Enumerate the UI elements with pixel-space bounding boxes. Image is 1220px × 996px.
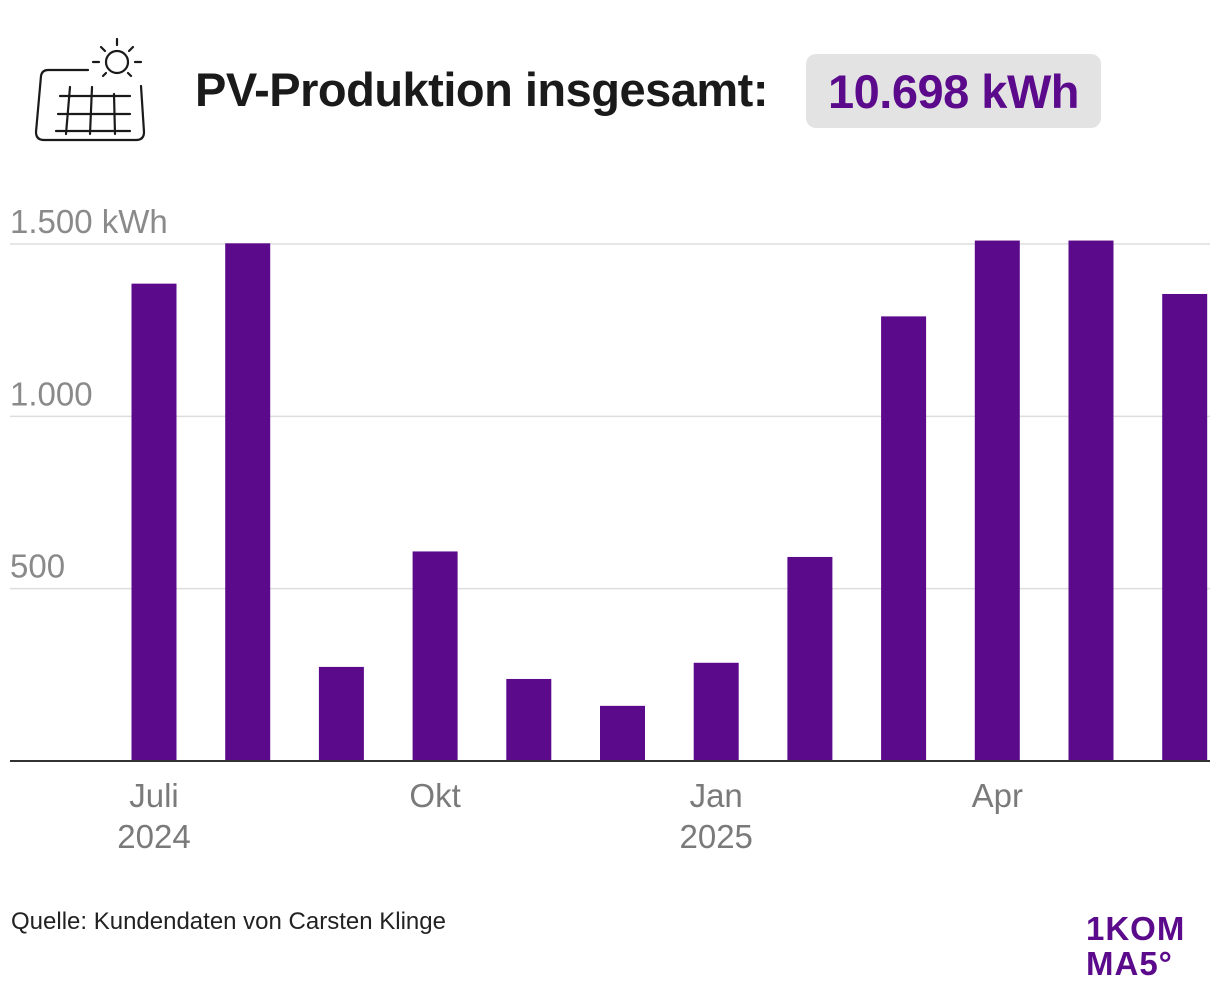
header: PV-Produktion insgesamt: 10.698 kWh	[0, 0, 1220, 180]
logo-line-1: 1KOM	[1086, 910, 1186, 947]
bar-2025-06	[1162, 293, 1208, 761]
bar-2024-07	[131, 283, 177, 761]
bar-2025-05	[1068, 240, 1114, 761]
x-tick-label-2-0: Jan	[690, 777, 743, 814]
brand-logo: 1KOM MA5°	[1086, 911, 1206, 981]
bar-2024-11	[506, 678, 552, 761]
bar-2025-01	[693, 662, 739, 761]
bar-2024-12	[600, 705, 645, 761]
x-tick-label-1-0: Okt	[409, 777, 460, 814]
total-badge: 10.698 kWh	[806, 54, 1102, 128]
total-value: 10.698 kWh	[828, 64, 1080, 118]
bar-2025-03	[881, 316, 927, 761]
x-tick-label-0-1: 2024	[117, 818, 190, 855]
y-tick-label-2: 1.500 kWh	[10, 203, 168, 240]
x-tick-label-3-0: Apr	[972, 777, 1023, 814]
y-tick-label-0: 500	[10, 548, 65, 585]
bar-2024-09	[318, 666, 364, 761]
bar-2025-04	[974, 240, 1020, 761]
bar-2024-08	[225, 243, 271, 761]
x-tick-label-0-0: Juli	[129, 777, 179, 814]
page-title: PV-Produktion insgesamt:	[195, 63, 768, 116]
source-note: Quelle: Kundendaten von Carsten Klinge	[11, 908, 446, 935]
bar-2025-02	[787, 556, 833, 761]
y-tick-label-1: 1.000	[10, 375, 93, 412]
x-tick-label-2-1: 2025	[679, 818, 752, 855]
bar-2024-10	[412, 551, 458, 761]
logo-line-2: MA5°	[1086, 945, 1173, 982]
bar-chart: 500 1.000 1.500 kWh Juli 2024 Okt Jan 2025 Apr	[10, 203, 1210, 855]
solar-panel-icon	[34, 37, 146, 142]
